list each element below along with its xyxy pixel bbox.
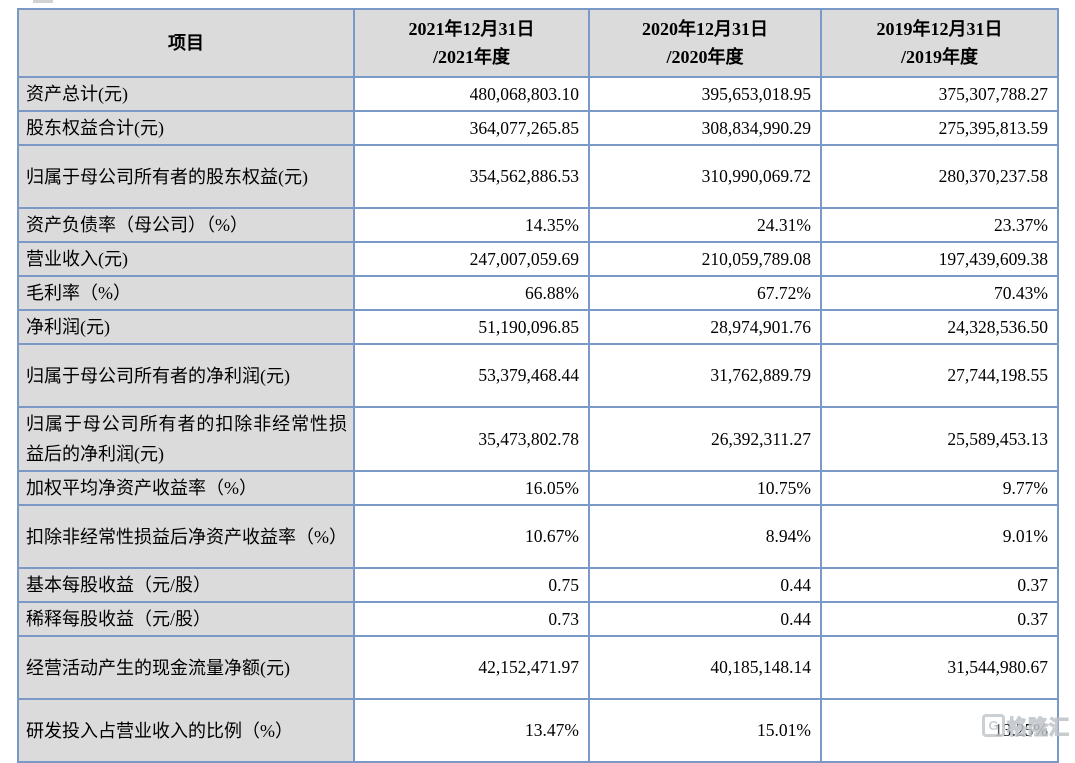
value-2021: 364,077,265.85 [353, 110, 590, 146]
value-2019: 0.37 [820, 567, 1059, 603]
header-2020-period: /2020年度 [666, 47, 744, 67]
value-2021: 14.35% [353, 207, 590, 243]
value-2021: 66.88% [353, 275, 590, 311]
value-2020: 395,653,018.95 [588, 76, 822, 112]
row-label: 稀释每股收益（元/股） [17, 601, 355, 637]
header-2021-period: /2021年度 [432, 47, 510, 67]
row-label: 归属于母公司所有者的净利润(元) [17, 343, 355, 408]
value-2019: 197,439,609.38 [820, 241, 1059, 277]
row-label: 归属于母公司所有者的扣除非经常性损益后的净利润(元) [17, 406, 355, 472]
row-label: 研发投入占营业收入的比例（%） [17, 698, 355, 763]
value-2019: 25,589,453.13 [820, 406, 1059, 472]
header-2019: 2019年12月31日 /2019年度 [820, 8, 1059, 78]
value-2020: 0.44 [588, 601, 822, 637]
top-edge-artifact [33, 0, 53, 3]
value-2021: 10.67% [353, 504, 590, 569]
table-row: 归属于母公司所有者的股东权益(元) 354,562,886.53 310,990… [17, 144, 1059, 209]
value-2021: 247,007,059.69 [353, 241, 590, 277]
row-label: 资产负债率（母公司）（%） [17, 207, 355, 243]
value-2020: 40,185,148.14 [588, 635, 822, 700]
value-2019: 31,544,980.67 [820, 635, 1059, 700]
table-row: 股东权益合计(元) 364,077,265.85 308,834,990.29 … [17, 110, 1059, 146]
table-row: 扣除非经常性损益后净资产收益率（%） 10.67% 8.94% 9.01% [17, 504, 1059, 569]
header-2021-date: 2021年12月31日 [408, 19, 535, 39]
value-2020: 8.94% [588, 504, 822, 569]
value-2021: 0.73 [353, 601, 590, 637]
row-label: 加权平均净资产收益率（%） [17, 470, 355, 506]
table-row: 研发投入占营业收入的比例（%） 13.47% 15.01% 13.25% [17, 698, 1059, 763]
row-label: 股东权益合计(元) [17, 110, 355, 146]
value-2020: 24.31% [588, 207, 822, 243]
value-2019: 280,370,237.58 [820, 144, 1059, 209]
value-2021: 53,379,468.44 [353, 343, 590, 408]
value-2019: 375,307,788.27 [820, 76, 1059, 112]
table-row: 加权平均净资产收益率（%） 16.05% 10.75% 9.77% [17, 470, 1059, 506]
table-row: 资产总计(元) 480,068,803.10 395,653,018.95 37… [17, 76, 1059, 112]
value-2019: 9.77% [820, 470, 1059, 506]
value-2019: 24,328,536.50 [820, 309, 1059, 345]
value-2021: 480,068,803.10 [353, 76, 590, 112]
table-row: 资产负债率（母公司）（%） 14.35% 24.31% 23.37% [17, 207, 1059, 243]
row-label: 净利润(元) [17, 309, 355, 345]
value-2021: 13.47% [353, 698, 590, 763]
value-2019: 9.01% [820, 504, 1059, 569]
row-label: 资产总计(元) [17, 76, 355, 112]
value-2019: 0.37 [820, 601, 1059, 637]
value-2021: 51,190,096.85 [353, 309, 590, 345]
gelonghui-watermark: G 格隆汇 [982, 711, 1070, 740]
table-row: 归属于母公司所有者的净利润(元) 53,379,468.44 31,762,88… [17, 343, 1059, 408]
value-2020: 28,974,901.76 [588, 309, 822, 345]
table-row: 经营活动产生的现金流量净额(元) 42,152,471.97 40,185,14… [17, 635, 1059, 700]
value-2021: 35,473,802.78 [353, 406, 590, 472]
value-2020: 26,392,311.27 [588, 406, 822, 472]
table-row: 归属于母公司所有者的扣除非经常性损益后的净利润(元) 35,473,802.78… [17, 406, 1059, 472]
row-label: 扣除非经常性损益后净资产收益率（%） [17, 504, 355, 569]
header-2021: 2021年12月31日 /2021年度 [353, 8, 590, 78]
value-2021: 16.05% [353, 470, 590, 506]
header-2019-date: 2019年12月31日 [876, 19, 1003, 39]
value-2020: 308,834,990.29 [588, 110, 822, 146]
table-row: 基本每股收益（元/股） 0.75 0.44 0.37 [17, 567, 1059, 603]
header-2020: 2020年12月31日 /2020年度 [588, 8, 822, 78]
row-label: 归属于母公司所有者的股东权益(元) [17, 144, 355, 209]
row-label: 毛利率（%） [17, 275, 355, 311]
value-2020: 15.01% [588, 698, 822, 763]
value-2019: 27,744,198.55 [820, 343, 1059, 408]
value-2020: 10.75% [588, 470, 822, 506]
value-2020: 31,762,889.79 [588, 343, 822, 408]
table-row: 营业收入(元) 247,007,059.69 210,059,789.08 19… [17, 241, 1059, 277]
table-row: 净利润(元) 51,190,096.85 28,974,901.76 24,32… [17, 309, 1059, 345]
value-2021: 42,152,471.97 [353, 635, 590, 700]
value-2020: 210,059,789.08 [588, 241, 822, 277]
value-2020: 0.44 [588, 567, 822, 603]
value-2020: 310,990,069.72 [588, 144, 822, 209]
watermark-text: 格隆汇 [1006, 716, 1070, 739]
value-2020: 67.72% [588, 275, 822, 311]
row-label: 基本每股收益（元/股） [17, 567, 355, 603]
row-label: 经营活动产生的现金流量净额(元) [17, 635, 355, 700]
table-row: 稀释每股收益（元/股） 0.73 0.44 0.37 [17, 601, 1059, 637]
value-2021: 0.75 [353, 567, 590, 603]
value-2019: 275,395,813.59 [820, 110, 1059, 146]
financial-summary-table: 项目 2021年12月31日 /2021年度 2020年12月31日 /2020… [17, 8, 1059, 763]
table-row: 毛利率（%） 66.88% 67.72% 70.43% [17, 275, 1059, 311]
value-2021: 354,562,886.53 [353, 144, 590, 209]
gelonghui-logo-icon: G [982, 714, 1005, 737]
value-2019: 70.43% [820, 275, 1059, 311]
header-2019-period: /2019年度 [900, 47, 978, 67]
header-2020-date: 2020年12月31日 [642, 19, 768, 39]
value-2019: 23.37% [820, 207, 1059, 243]
header-item: 项目 [17, 8, 355, 78]
row-label: 营业收入(元) [17, 241, 355, 277]
header-row: 项目 2021年12月31日 /2021年度 2020年12月31日 /2020… [17, 8, 1059, 78]
